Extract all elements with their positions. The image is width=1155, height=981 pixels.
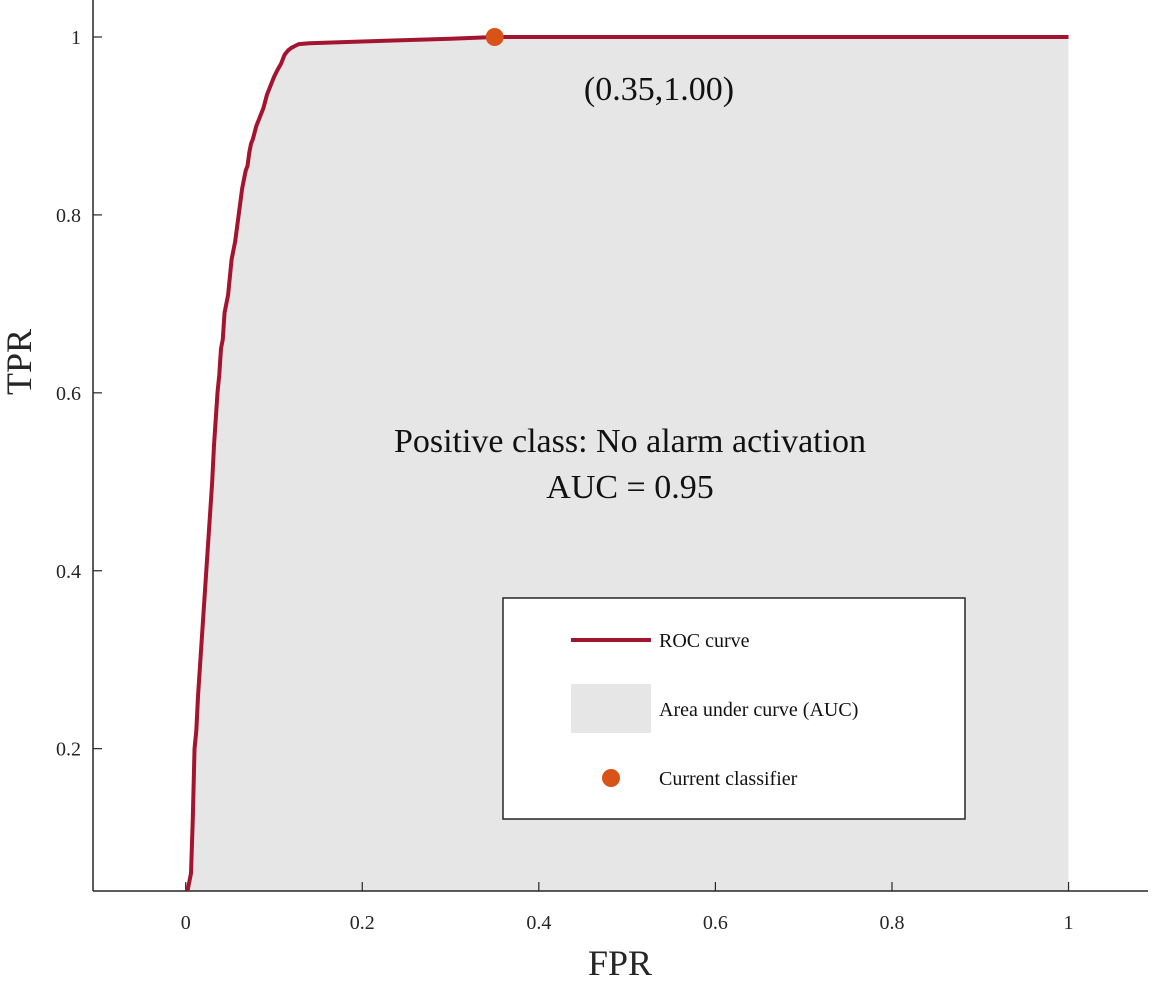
x-tick-label: 0 <box>181 912 191 934</box>
y-tick-label: 0.2 <box>56 739 81 761</box>
legend-classifier-swatch <box>602 769 620 787</box>
legend-classifier-label: Current classifier <box>659 768 798 790</box>
y-axis-label: TPR <box>0 329 39 395</box>
y-ticks: 0.2 0.4 0.6 0.8 1 <box>56 27 102 761</box>
point-label: (0.35,1.00) <box>584 71 734 108</box>
x-tick-label: 0.4 <box>526 912 551 934</box>
roc-curve-line <box>185 35 1069 892</box>
axes <box>92 0 1148 892</box>
legend: ROC curve Area under curve (AUC) Current… <box>502 597 966 820</box>
x-ticks: 0 0.2 0.4 0.6 0.8 1 <box>181 882 1074 934</box>
y-tick-label: 0.8 <box>56 205 81 227</box>
x-tick-label: 0.8 <box>879 912 904 934</box>
y-tick-label: 1 <box>71 27 81 49</box>
x-tick-label: 0.2 <box>350 912 375 934</box>
legend-roc-label: ROC curve <box>659 630 750 652</box>
x-tick-label: 0.6 <box>703 912 728 934</box>
legend-auc-swatch <box>571 684 651 733</box>
x-tick-label: 1 <box>1064 912 1074 934</box>
auc-label: AUC = 0.95 <box>546 469 713 506</box>
y-tick-label: 0.6 <box>56 383 81 405</box>
x-axis-label: FPR <box>588 943 652 981</box>
y-tick-label: 0.4 <box>56 561 81 583</box>
current-classifier-point <box>485 28 504 46</box>
positive-class-label: Positive class: No alarm activation <box>394 423 866 460</box>
legend-auc-label: Area under curve (AUC) <box>659 699 858 721</box>
